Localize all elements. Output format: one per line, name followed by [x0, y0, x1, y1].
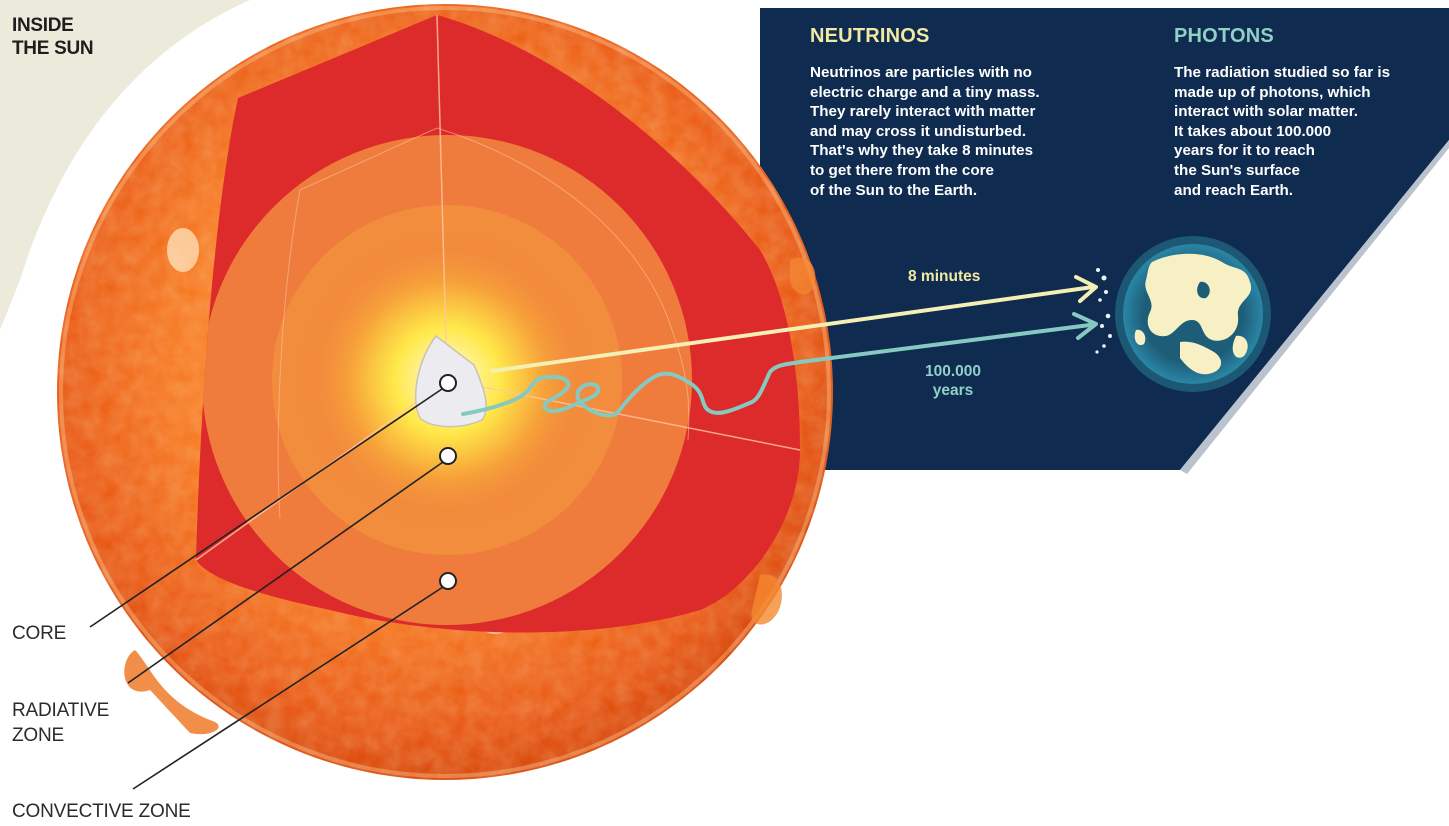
neutrino-arrowhead [1074, 275, 1098, 303]
core-leader [89, 388, 443, 628]
radiative-zone-label: RADIATIVE ZONE [12, 700, 110, 746]
diagram-title: INSIDE THE SUN [12, 15, 94, 59]
neutrino-time-label: 8 minutes [908, 268, 981, 285]
photon-time-label: 100.000 years [924, 363, 982, 399]
photons-text: The radiation studied so far is made up … [1174, 64, 1391, 199]
background-arc [0, 0, 250, 330]
earth-icon [1115, 236, 1271, 392]
core-label: CORE [12, 623, 67, 644]
core-marker [439, 374, 457, 392]
sun-cutaway [195, 14, 801, 633]
radiative-leader [127, 461, 444, 684]
info-panel-edge [1180, 140, 1449, 474]
neutrinos-heading: NEUTRINOS [810, 25, 930, 47]
impact-sparkles [1095, 268, 1112, 354]
photons-heading: PHOTONS [1174, 25, 1274, 47]
photon-path [461, 323, 1092, 418]
convective-zone-label: CONVECTIVE ZONE [12, 801, 191, 822]
convective-leader [132, 586, 444, 790]
photon-arrowhead [1072, 312, 1098, 340]
neutrinos-text: Neutrinos are particles with no electric… [810, 64, 1040, 199]
neutrino-path [490, 285, 1095, 373]
radiative-marker [439, 447, 457, 465]
convective-marker [439, 572, 457, 590]
